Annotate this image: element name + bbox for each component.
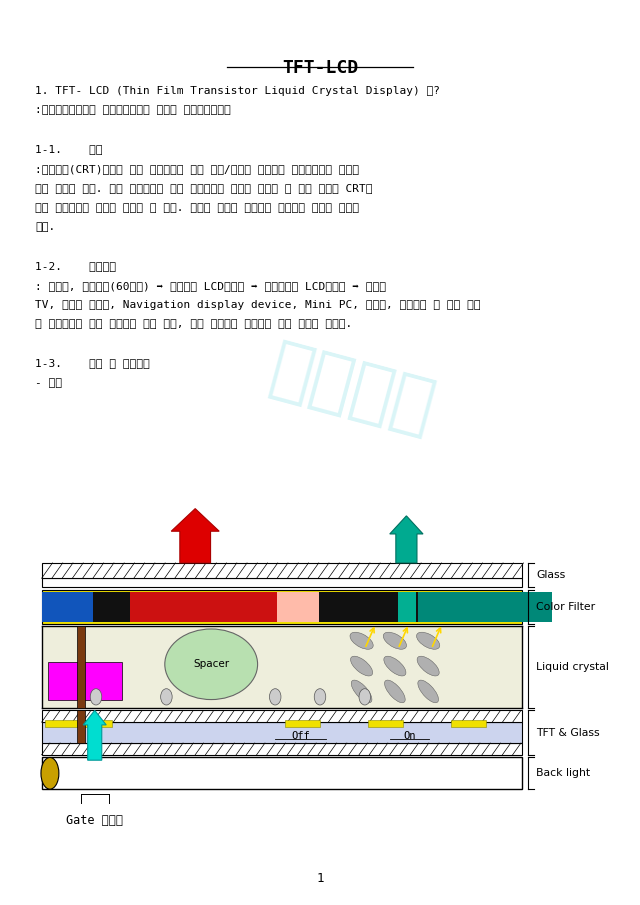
Bar xyxy=(368,720,403,727)
Ellipse shape xyxy=(418,680,438,703)
Text: Liquid crystal: Liquid crystal xyxy=(536,662,609,672)
Text: Gate 화상선: Gate 화상선 xyxy=(66,814,124,826)
Text: Back light: Back light xyxy=(536,768,591,778)
Text: 1: 1 xyxy=(316,872,324,885)
Circle shape xyxy=(359,689,371,705)
Text: TFT-LCD: TFT-LCD xyxy=(282,59,358,77)
Ellipse shape xyxy=(350,633,373,649)
Text: Glass: Glass xyxy=(536,570,566,580)
Bar xyxy=(42,590,522,624)
Bar xyxy=(451,720,486,727)
Text: 비해 설치장소의 제약을 해결할 수 있다. 따라서 소형과 대형에서 활용하기 용이한 장점이: 비해 설치장소의 제약을 해결할 수 있다. 따라서 소형과 대형에서 활용하기… xyxy=(35,203,359,213)
Ellipse shape xyxy=(383,633,406,649)
Text: 1. TFT- LCD (Thin Film Transistor Liquid Crystal Display) 란?: 1. TFT- LCD (Thin Film Transistor Liquid… xyxy=(35,86,440,96)
Ellipse shape xyxy=(165,629,258,700)
Ellipse shape xyxy=(351,656,372,676)
FancyArrow shape xyxy=(390,516,423,563)
Text: 1-3.    구조 및 동작원리: 1-3. 구조 및 동작원리 xyxy=(35,358,150,368)
Bar xyxy=(42,626,522,708)
Text: Color Filter: Color Filter xyxy=(536,602,595,612)
Text: Spacer: Spacer xyxy=(193,659,229,670)
Ellipse shape xyxy=(417,656,439,676)
Bar xyxy=(42,563,522,578)
Bar xyxy=(418,592,552,622)
Bar xyxy=(130,592,277,622)
Text: TFT & Glass: TFT & Glass xyxy=(536,728,600,738)
Bar xyxy=(277,592,319,622)
Bar xyxy=(42,592,93,622)
Bar xyxy=(45,720,80,727)
Circle shape xyxy=(161,689,172,705)
Bar xyxy=(77,710,85,743)
Circle shape xyxy=(90,689,102,705)
Bar xyxy=(42,710,522,722)
Bar xyxy=(319,592,418,622)
Text: 1-2.    응용분야: 1-2. 응용분야 xyxy=(35,261,116,272)
Text: :박낙트랜지스터와 액체크리스탈을 이용한 디스플레이장치: :박낙트랜지스터와 액체크리스탈을 이용한 디스플레이장치 xyxy=(35,105,231,116)
Bar xyxy=(42,578,522,587)
Text: :브라운관(CRT)방식에 비해 소비전력이 낙고 경량/박형이 가능하며 유해전자파를 방이지: :브라운관(CRT)방식에 비해 소비전력이 낙고 경량/박형이 가능하며 유해… xyxy=(35,164,359,174)
Bar xyxy=(42,757,522,789)
Ellipse shape xyxy=(417,633,440,649)
Text: 1-1.    장점: 1-1. 장점 xyxy=(35,144,102,155)
Bar xyxy=(77,626,85,708)
Bar xyxy=(93,592,130,622)
Text: TV, 의료용 모니터, Navigation display device, Mini PC, 군사용, 우주과학 용 등의 무한: TV, 의료용 모니터, Navigation display device, … xyxy=(35,300,481,310)
Text: On: On xyxy=(403,730,416,741)
Bar xyxy=(42,722,522,743)
Text: 미리보기: 미리보기 xyxy=(262,335,442,443)
Ellipse shape xyxy=(41,757,59,789)
Ellipse shape xyxy=(384,656,406,676)
Text: Off: Off xyxy=(291,730,310,741)
Text: : 계산기, 손목시계(60년대) ➡ 노트북용 LCD모니터 ➡ 데스크탑용 LCD모니터 ➡ 가정용: : 계산기, 손목시계(60년대) ➡ 노트북용 LCD모니터 ➡ 데스크탑용 … xyxy=(35,281,386,291)
Bar xyxy=(398,592,416,622)
Circle shape xyxy=(314,689,326,705)
Bar xyxy=(77,720,112,727)
Text: 있다.: 있다. xyxy=(35,222,56,233)
Bar xyxy=(48,662,122,700)
Ellipse shape xyxy=(351,680,372,703)
Bar xyxy=(42,743,522,755)
Bar xyxy=(285,720,320,727)
Circle shape xyxy=(269,689,281,705)
Text: - 구조: - 구조 xyxy=(35,377,62,388)
Text: 의 환경에서도 높은 신뢰성과 작은 부피, 환경 친화적인 성향으로 많이 사용될 것이다.: 의 환경에서도 높은 신뢰성과 작은 부피, 환경 친화적인 성향으로 많이 사… xyxy=(35,319,353,329)
FancyArrow shape xyxy=(172,509,219,563)
Ellipse shape xyxy=(385,680,405,703)
FancyArrow shape xyxy=(83,710,106,760)
Text: 않는 특징이 있다. 또한 개발환경에 따라 제작크기의 한계를 극복할 수 있기 때문에 CRT에: 않는 특징이 있다. 또한 개발환경에 따라 제작크기의 한계를 극복할 수 있… xyxy=(35,183,372,194)
